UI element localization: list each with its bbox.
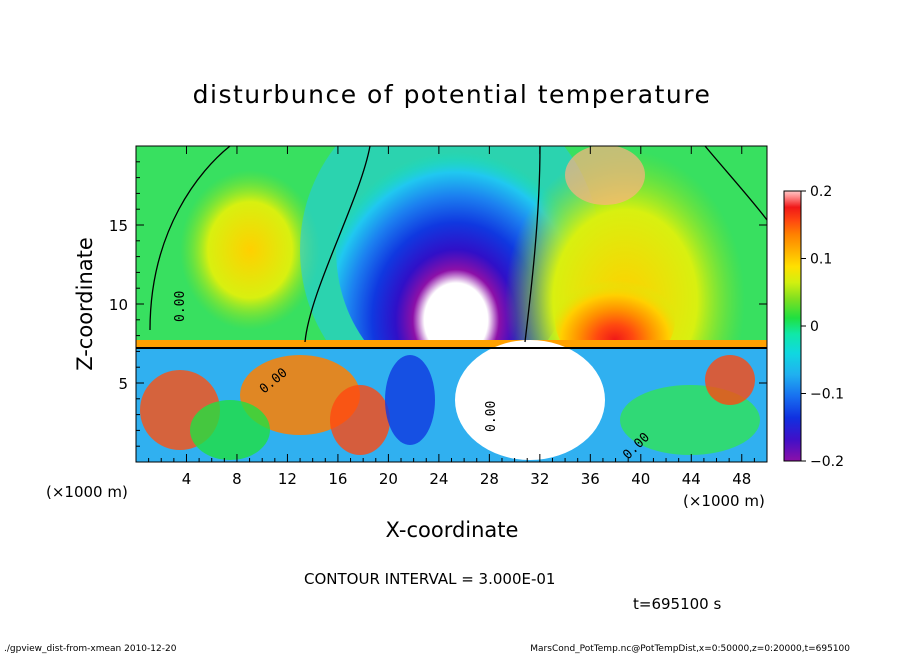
time-text: t=695100 s (633, 595, 721, 613)
colorbar-tick-label: −0.2 (810, 454, 844, 470)
colorbar (783, 190, 802, 462)
footer-left: ./gpview_dist-from-xmean 2010-12-20 (4, 644, 177, 654)
contour-label: 0.00 (173, 291, 188, 322)
lower-white-plume (455, 340, 605, 460)
x-tick-label: 12 (278, 470, 297, 488)
x-tick-label: 28 (480, 470, 499, 488)
x-unit-left: (×1000 m) (46, 483, 128, 501)
lower-warm-3 (330, 385, 390, 455)
y-tick-label: 15 (109, 217, 128, 235)
lower-red-right (705, 355, 755, 405)
x-tick-label: 40 (631, 470, 650, 488)
y-axis-label: Z-coordinate (73, 237, 97, 371)
x-tick-label: 44 (682, 470, 701, 488)
y-tick-label: 10 (109, 296, 128, 314)
contour-interval-text: CONTOUR INTERVAL = 3.000E-01 (304, 570, 555, 588)
x-tick-label: 20 (379, 470, 398, 488)
x-axis-label: X-coordinate (386, 518, 519, 542)
lower-warm-2 (240, 355, 360, 435)
x-tick-label: 4 (182, 470, 192, 488)
colorbar-tick-label: 0.1 (810, 252, 832, 268)
colorbar-tick-label: −0.1 (810, 387, 844, 403)
x-tick-label: 16 (328, 470, 347, 488)
x-tick-label: 48 (732, 470, 751, 488)
contour-line-center-right (524, 146, 541, 343)
x-tick-label: 24 (429, 470, 448, 488)
contour-line-left (149, 146, 231, 331)
pink-top-right (565, 146, 645, 205)
contour-line-center-left (304, 146, 371, 343)
x-axis: 4 8 12 16 20 24 28 32 36 40 44 48 (148, 146, 755, 488)
plot-area (136, 146, 767, 462)
lower-green-1 (190, 400, 270, 460)
lower-blue-1 (385, 355, 435, 445)
chart-title: disturbunce of potential temperature (193, 80, 712, 109)
contour-line-right (704, 146, 767, 221)
colorbar-tick-label: 0.2 (810, 184, 832, 200)
colorbar-tick-label: 0 (810, 319, 819, 335)
footer-right: MarsCond_PotTemp.nc@PotTempDist,x=0:5000… (530, 644, 850, 654)
y-axis: 5 10 15 (109, 161, 767, 447)
inversion-band (136, 340, 767, 348)
contour-label: 0.00 (484, 401, 499, 432)
yellow-region-left (180, 170, 320, 330)
x-tick-label: 8 (232, 470, 242, 488)
x-tick-label: 36 (581, 470, 600, 488)
y-tick-label: 5 (118, 375, 128, 393)
x-tick-label: 32 (530, 470, 549, 488)
colorbar-ticks: 0.2 0.1 0 −0.1 −0.2 (801, 184, 844, 470)
x-unit-right: (×1000 m) (683, 492, 765, 510)
